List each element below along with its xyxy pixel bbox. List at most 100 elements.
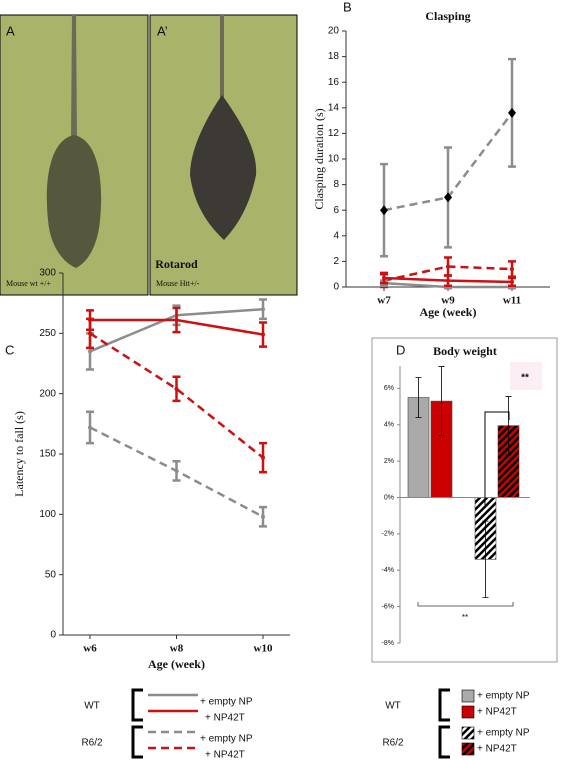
error-bar <box>505 396 512 456</box>
chart-title: Rotarod <box>155 257 198 271</box>
legend-group-label: R6/2 <box>81 738 103 749</box>
x-tick-label: w10 <box>254 643 273 655</box>
y-tick-label: -8% <box>382 640 394 647</box>
y-tick-label: -6% <box>382 603 394 610</box>
legend-swatch <box>461 726 475 740</box>
x-tick-label: w6 <box>83 643 97 655</box>
y-axis-title: Latency to fall (s) <box>12 411 26 497</box>
x-tick-label: w9 <box>441 295 455 307</box>
photo-caption: Mouse Htt+/- <box>156 279 200 288</box>
legend-bracket <box>131 725 143 759</box>
legend-label: + empty NP <box>200 734 253 745</box>
point <box>174 386 179 391</box>
legend-swatch <box>461 742 475 756</box>
point <box>261 307 265 312</box>
annotation: ** <box>521 373 529 384</box>
photo-caption: Mouse wt +/+ <box>6 279 52 288</box>
y-tick-label: 16 <box>328 77 340 88</box>
error-bar <box>438 366 445 437</box>
annotation: ** <box>462 613 468 622</box>
y-tick-label: 300 <box>39 268 56 279</box>
photo-left: A Mouse wt +/+ <box>0 14 149 296</box>
x-tick-label: w11 <box>503 295 521 307</box>
photo-label: A <box>6 23 15 38</box>
point <box>88 349 92 354</box>
y-tick-label: 250 <box>39 328 56 339</box>
point <box>510 267 514 272</box>
point <box>444 192 452 203</box>
y-tick-label: 0 <box>50 630 56 641</box>
x-axis-title: Age (week) <box>148 657 205 671</box>
x-axis-title: Age (week) <box>420 305 477 319</box>
point <box>446 264 450 269</box>
error-bar <box>415 377 422 418</box>
legend-group-label: WT <box>84 701 100 712</box>
point <box>382 276 386 281</box>
legend-group-label: R6/2 <box>382 738 404 749</box>
x-tick-label: w7 <box>377 295 391 307</box>
mouse-tail <box>220 15 224 100</box>
point <box>174 468 179 473</box>
annotation-highlight <box>510 362 542 390</box>
point <box>508 107 516 118</box>
y-tick-label: 8 <box>333 179 339 190</box>
mouse-body <box>46 135 102 268</box>
y-tick-label: 2% <box>384 458 394 465</box>
y-tick-label: 0% <box>384 494 394 501</box>
point <box>380 205 388 216</box>
y-tick-label: -2% <box>382 531 394 538</box>
y-tick-label: 14 <box>328 102 340 113</box>
y-tick-label: 6% <box>384 385 394 392</box>
y-tick-label: 20 <box>328 26 340 37</box>
point <box>88 331 92 336</box>
legend-label: + NP42T <box>205 713 245 724</box>
photo-label: A’ <box>157 23 168 38</box>
legend-label: + empty NP <box>477 691 530 702</box>
significance-bracket <box>484 411 510 505</box>
y-tick-label: -4% <box>382 567 394 574</box>
y-tick-label: 4 <box>333 230 339 241</box>
legend-swatch <box>461 689 475 703</box>
y-axis-title: Clasping duration (s) <box>312 108 326 209</box>
legend-label: + empty NP <box>200 697 253 708</box>
panel-label: B <box>343 0 352 14</box>
x-tick-label: w8 <box>170 643 184 655</box>
significance-bracket <box>417 602 514 607</box>
y-tick-label: 10 <box>328 154 340 165</box>
point <box>261 455 265 460</box>
series-line <box>89 332 264 459</box>
legend-bracket <box>131 688 143 722</box>
y-tick-label: 4% <box>384 422 394 429</box>
chart-title: Body weight <box>433 344 497 358</box>
panel-d-frame <box>371 337 558 663</box>
y-tick-label: 200 <box>39 388 56 399</box>
error-bar <box>482 520 489 598</box>
photo-right: A’ Mouse Htt+/- <box>149 14 298 296</box>
legend-label: + empty NP <box>477 728 530 739</box>
y-tick-label: 0 <box>333 282 339 293</box>
point <box>88 425 92 430</box>
point <box>446 278 450 283</box>
legend-group-label: WT <box>385 701 401 712</box>
legend-label: + NP42T <box>477 707 517 718</box>
panel-label: D <box>396 342 405 357</box>
y-tick-label: 18 <box>328 51 340 62</box>
mouse-body <box>190 95 257 240</box>
point <box>174 318 179 323</box>
legend-label: + NP42T <box>477 744 517 755</box>
y-tick-label: 2 <box>333 256 339 267</box>
panel-label: C <box>5 342 14 357</box>
legend-label: + NP42T <box>205 750 245 760</box>
y-tick-label: 12 <box>328 128 340 139</box>
legend-swatch <box>461 705 475 719</box>
legend-bracket <box>438 725 450 759</box>
y-tick-label: 150 <box>39 449 56 460</box>
point <box>510 279 514 284</box>
y-tick-label: 50 <box>45 569 57 580</box>
y-tick-label: 6 <box>333 205 339 216</box>
point <box>261 514 265 519</box>
point <box>261 332 265 337</box>
mouse-tail <box>71 15 77 140</box>
chart-title: Clasping <box>425 9 470 23</box>
